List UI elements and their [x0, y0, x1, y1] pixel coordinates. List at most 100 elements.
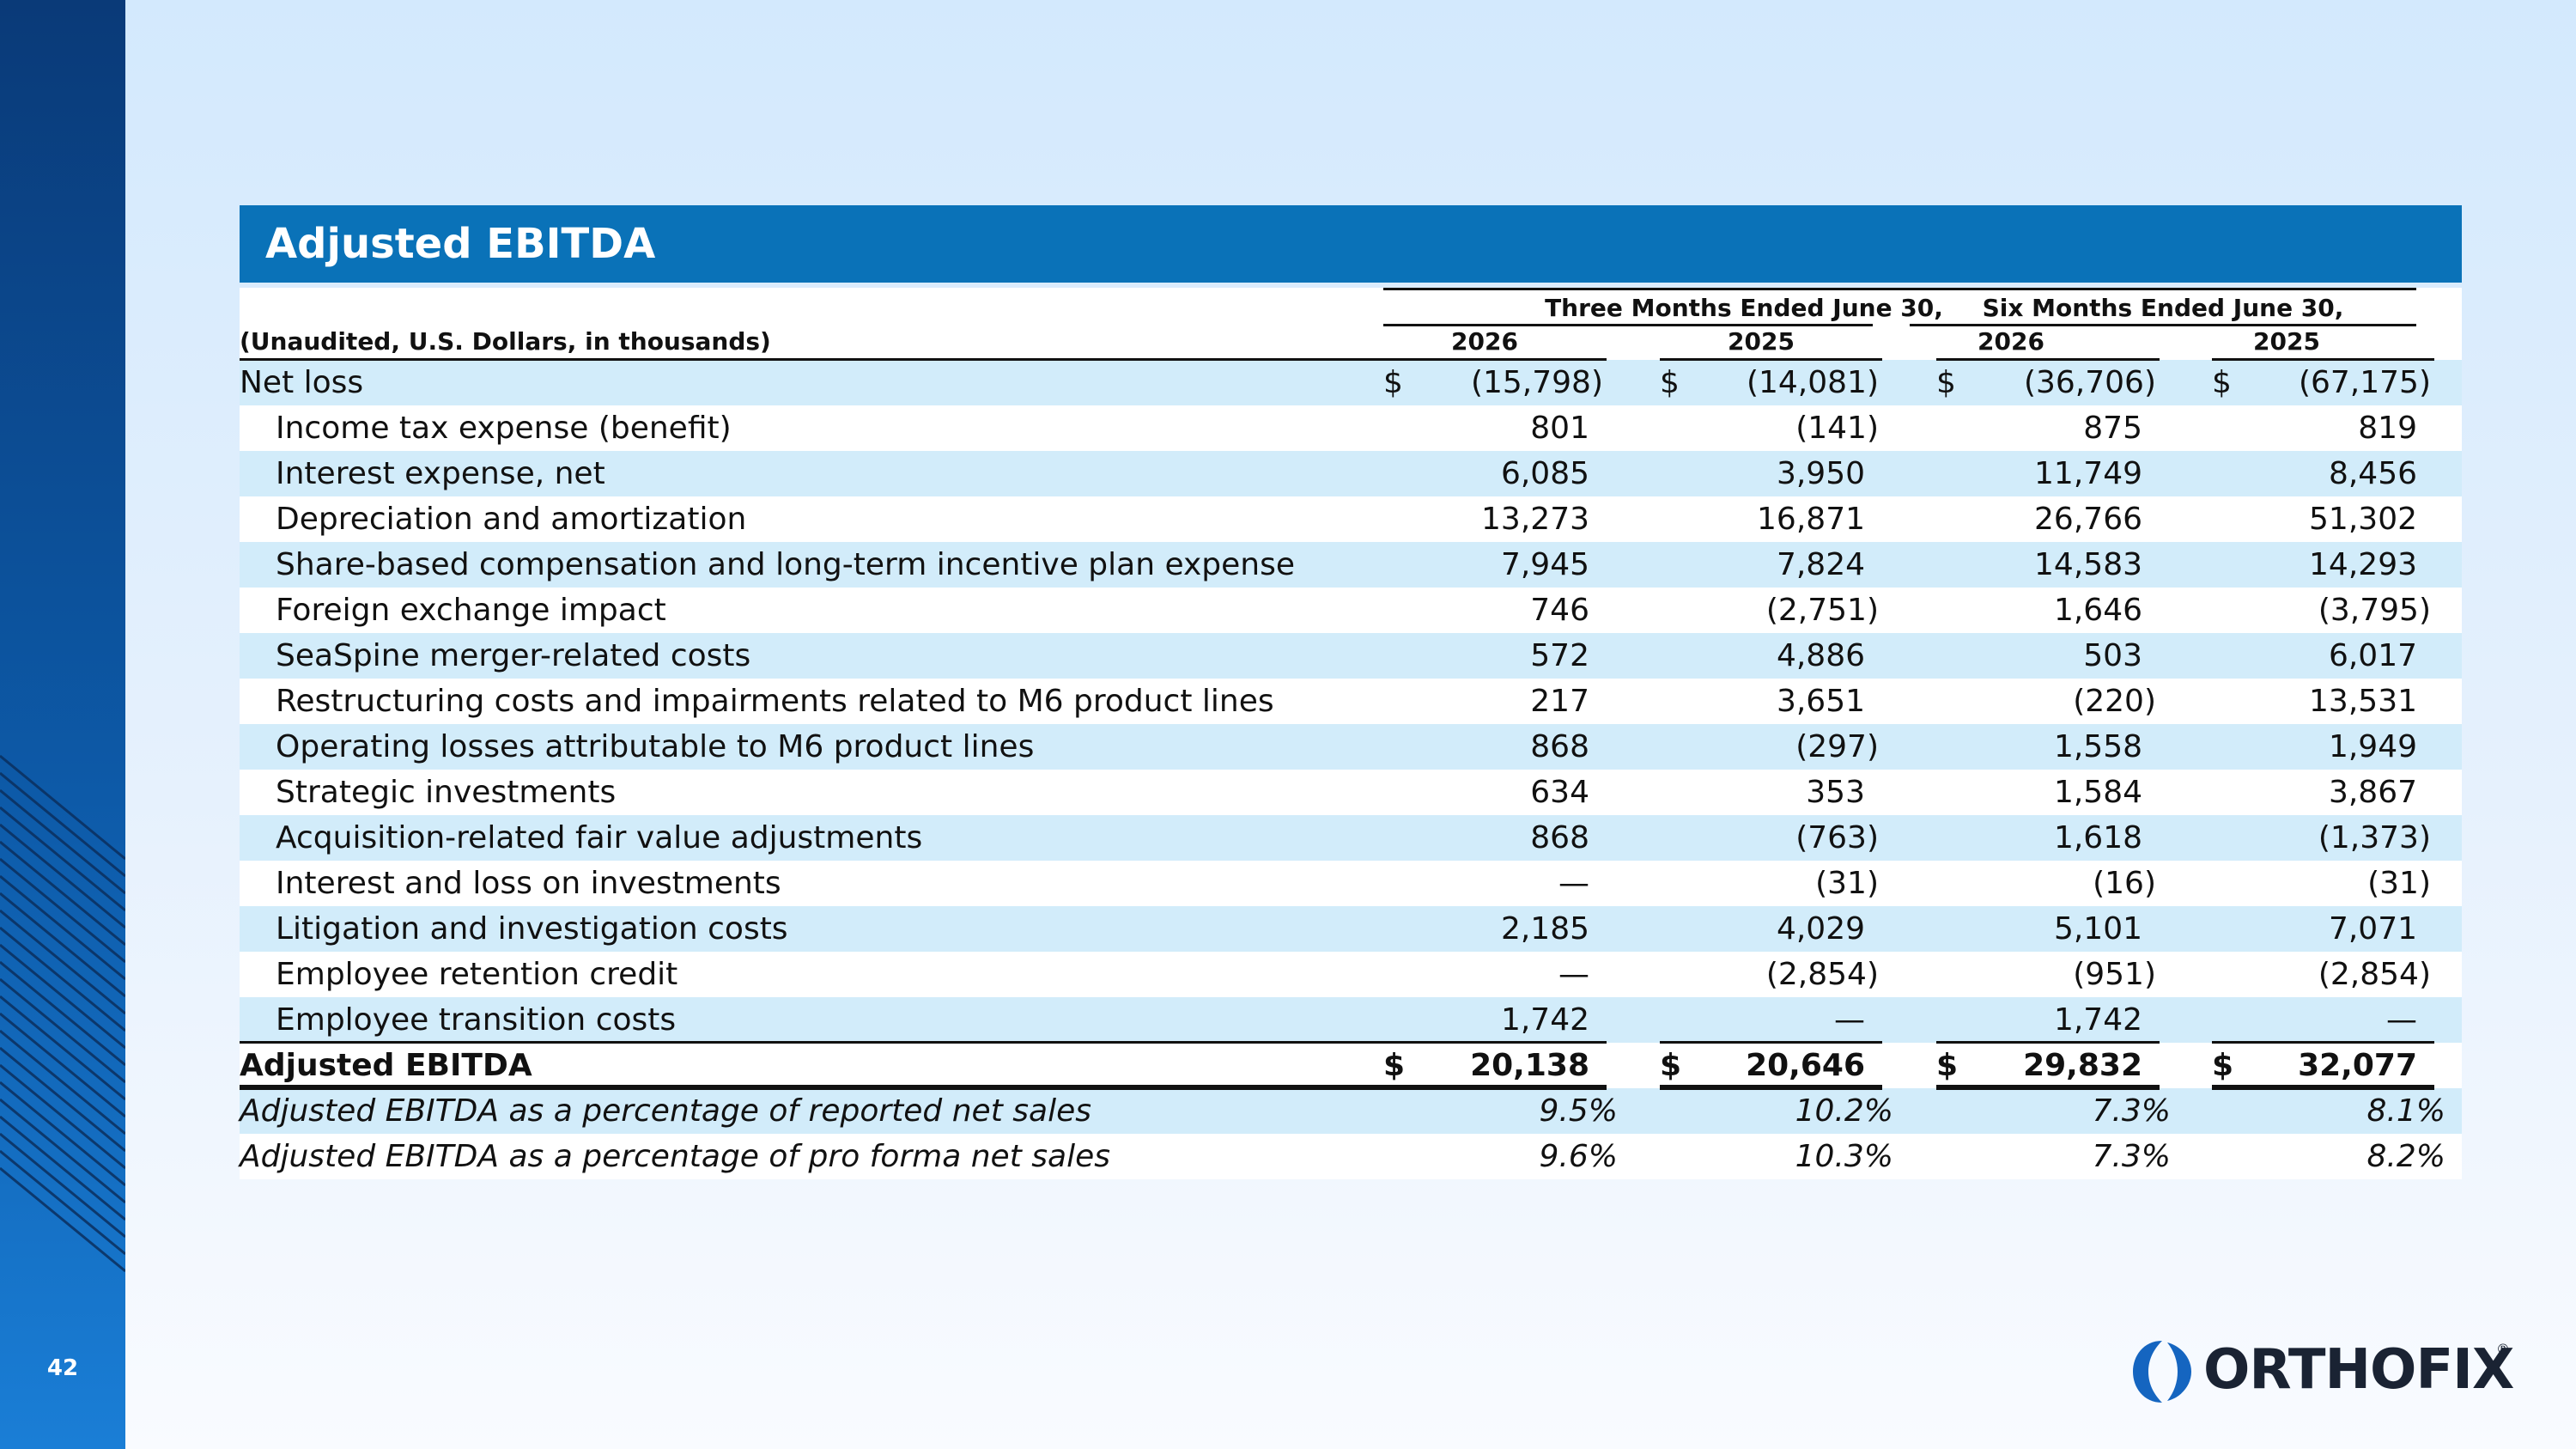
value-cell: 7,824	[1776, 547, 1865, 582]
dollar-sign: $	[2212, 1048, 2234, 1083]
group-underline-six-months	[1910, 324, 2416, 326]
value-cell: 7.3%	[2092, 1139, 2171, 1174]
dollar-sign: $	[2212, 365, 2232, 400]
value-cell: (2,854)	[1765, 957, 1879, 992]
value-cell: 4,029	[1776, 911, 1865, 947]
value-cell: (951)	[2073, 957, 2156, 992]
total-double-rule-label	[240, 1085, 1588, 1090]
row-label: Income tax expense (benefit)	[276, 411, 732, 446]
dollar-sign: $	[1383, 1048, 1406, 1083]
value-cell: 8,456	[2328, 456, 2417, 491]
header-col-underline-rule	[1383, 358, 1607, 361]
row-label: Acquisition-related fair value adjustmen…	[276, 820, 923, 855]
value-cell: 8.2%	[2366, 1139, 2445, 1174]
total-double-rule	[2212, 1085, 2434, 1090]
left-sidebar-band: 42	[0, 0, 125, 1449]
value-cell: 1,646	[2053, 593, 2142, 628]
dollar-sign: $	[1936, 365, 1956, 400]
row-label: Interest and loss on investments	[276, 866, 781, 901]
value-cell: 20,138	[1470, 1048, 1589, 1083]
table-row: Adjusted EBITDA $20,138 $20,646 $29,832 $32,…	[240, 1043, 2462, 1088]
ebitda-table: Three Months Ended June 30, (Unaudited, …	[240, 288, 2462, 1179]
value-cell: 572	[1530, 638, 1589, 673]
value-cell: (16)	[2093, 866, 2156, 901]
table-row: Adjusted EBITDA as a percentage of pro f…	[240, 1134, 2462, 1179]
value-cell: —	[2386, 1002, 2417, 1038]
row-label: Interest expense, net	[276, 456, 605, 491]
value-cell: 13,273	[1481, 502, 1589, 537]
value-cell: 6,085	[1500, 456, 1589, 491]
value-cell: (14,081)	[1746, 365, 1879, 400]
value-cell: 20,646	[1746, 1048, 1865, 1083]
value-cell: 7,945	[1500, 547, 1589, 582]
value-cell: —	[1558, 866, 1589, 901]
value-cell: 1,584	[2053, 775, 2142, 810]
row-label: Net loss	[240, 365, 364, 400]
row-label: Depreciation and amortization	[276, 502, 747, 537]
value-cell: 1,949	[2328, 729, 2417, 764]
header-row-years: (Unaudited, U.S. Dollars, in thousands) …	[240, 324, 2462, 360]
group-header-six-months: Six Months Ended June 30,	[1982, 294, 2344, 322]
value-cell: 3,651	[1776, 684, 1865, 719]
value-cell: 6,017	[2328, 638, 2417, 673]
dollar-sign: $	[1660, 1048, 1682, 1083]
dollar-sign: $	[1660, 365, 1680, 400]
value-cell: 7,071	[2328, 911, 2417, 947]
value-cell: 14,293	[2309, 547, 2417, 582]
value-cell: 5,101	[2053, 911, 2142, 947]
header-underline-rule	[240, 358, 1588, 361]
value-cell: (763)	[1795, 820, 1879, 855]
sidebar-stripes-decoration	[0, 754, 125, 1273]
value-cell: 10.3%	[1795, 1139, 1893, 1174]
value-cell: (141)	[1795, 411, 1879, 446]
row-label: Adjusted EBITDA as a percentage of pro f…	[240, 1139, 1110, 1174]
value-cell: 801	[1530, 411, 1589, 446]
table-row: Foreign exchange impact 746 (2,751) 1,646 (3…	[240, 588, 2462, 633]
row-label: Adjusted EBITDA as a percentage of repor…	[240, 1093, 1091, 1129]
header-col-underline-rule	[1936, 358, 2160, 361]
value-cell: 16,871	[1757, 502, 1865, 537]
value-cell: 8.1%	[2366, 1093, 2445, 1129]
title-bar: Adjusted EBITDA	[240, 205, 2462, 283]
table-body: Net loss $ (15,798) $ (14,081) $ (36,706) $ (67,…	[240, 360, 2462, 1179]
value-cell: 1,618	[2053, 820, 2142, 855]
dollar-sign: $	[1383, 365, 1403, 400]
value-cell: (1,373)	[2318, 820, 2431, 855]
row-label: Adjusted EBITDA	[240, 1048, 532, 1083]
value-cell: 746	[1530, 593, 1589, 628]
value-cell: 3,867	[2328, 775, 2417, 810]
subtotal-rule	[1383, 1041, 1607, 1044]
value-cell: (2,854)	[2318, 957, 2431, 992]
value-cell: 819	[2358, 411, 2417, 446]
value-cell: 29,832	[2023, 1048, 2142, 1083]
header-col-underline-rule	[1660, 358, 1882, 361]
slide-title: Adjusted EBITDA	[265, 220, 656, 268]
subtotal-rule-label	[240, 1041, 1588, 1044]
row-label: Employee retention credit	[276, 957, 678, 992]
group-rule-three-months	[1383, 288, 2105, 290]
value-cell: (297)	[1795, 729, 1879, 764]
total-double-rule	[1936, 1085, 2160, 1090]
table-row: Share-based compensation and long-term i…	[240, 542, 2462, 588]
value-cell: 2,185	[1500, 911, 1589, 947]
value-cell: 3,950	[1776, 456, 1865, 491]
value-cell: 7.3%	[2092, 1093, 2171, 1129]
year-header: 2026	[1451, 327, 1518, 356]
value-cell: 868	[1530, 729, 1589, 764]
value-cell: 13,531	[2309, 684, 2417, 719]
value-cell: (31)	[1815, 866, 1879, 901]
total-double-rule	[1383, 1085, 1607, 1090]
value-cell: 26,766	[2034, 502, 2142, 537]
value-cell: 217	[1530, 684, 1589, 719]
row-label: Operating losses attributable to M6 prod…	[276, 729, 1035, 764]
value-cell: 51,302	[2309, 502, 2417, 537]
value-cell: 353	[1806, 775, 1865, 810]
value-cell: (2,751)	[1765, 593, 1879, 628]
group-rule-six-months	[1910, 288, 2416, 290]
year-header: 2025	[2253, 327, 2320, 356]
units-label: (Unaudited, U.S. Dollars, in thousands)	[240, 327, 771, 356]
page-number: 42	[46, 1355, 79, 1381]
value-cell: 9.6%	[1539, 1139, 1618, 1174]
value-cell: 1,558	[2053, 729, 2142, 764]
table-row: Strategic investments 634 353 1,584 3,867	[240, 770, 2462, 815]
